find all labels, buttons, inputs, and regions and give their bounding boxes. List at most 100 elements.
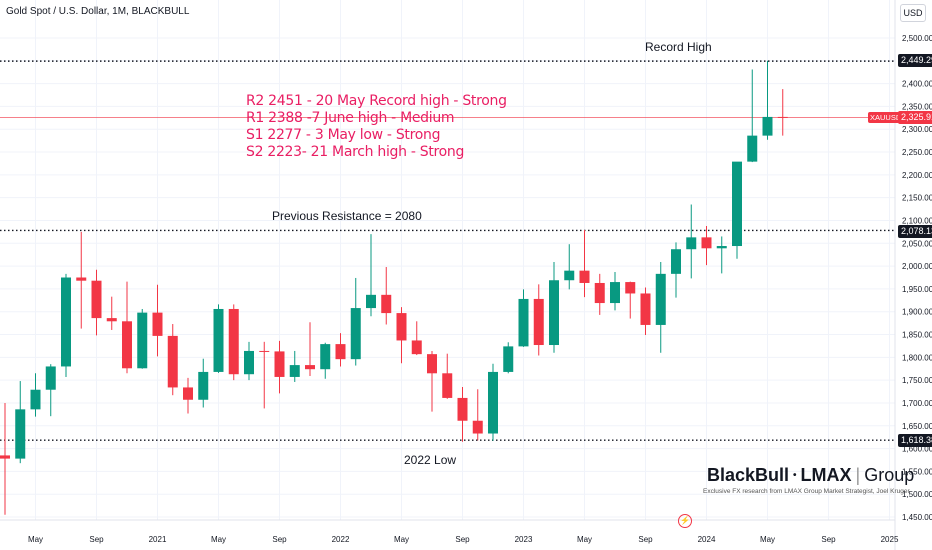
candle: [594, 273, 605, 315]
candle: [549, 261, 559, 353]
candle: [777, 89, 788, 136]
y-tick-label: 2,300.00: [902, 125, 932, 134]
candle: [122, 281, 132, 374]
candle: [671, 242, 681, 298]
candles: [0, 60, 788, 515]
x-tick-label: 2021: [149, 535, 167, 544]
candle-body: [732, 161, 742, 247]
candle-body: [228, 308, 239, 375]
candle-body: [45, 366, 56, 390]
y-tick-label: 1,950.00: [902, 285, 932, 294]
candle-body: [15, 409, 26, 459]
candle-body: [320, 344, 331, 370]
candle-body: [366, 294, 376, 309]
y-tick-label: 1,850.00: [902, 331, 932, 340]
candle-body: [350, 308, 361, 360]
candle: [137, 308, 148, 369]
candle-body: [488, 371, 498, 434]
top-line-price-label: 2,449.29: [898, 54, 932, 67]
candle: [716, 236, 727, 274]
candle: [183, 377, 193, 414]
candle-body: [503, 346, 514, 372]
candle-body: [396, 313, 407, 341]
y-tick-label: 1,800.00: [902, 353, 932, 362]
x-axis-ticks: May Sep 2021 May Sep 2022 May Sep 2023 May Sep 2024…: [28, 535, 899, 544]
candle: [30, 373, 41, 417]
x-tick-label: Sep: [272, 535, 287, 544]
candle-body: [716, 246, 727, 249]
y-tick-label: 2,000.00: [902, 262, 932, 271]
candle: [228, 304, 239, 381]
candle: [732, 161, 742, 259]
candle: [610, 272, 620, 311]
candle-body: [518, 298, 529, 347]
brand-name-right: Group: [864, 465, 915, 485]
candle: [259, 341, 270, 409]
candle: [305, 322, 315, 377]
candle: [167, 324, 178, 396]
y-tick-label: 1,750.00: [902, 376, 932, 385]
x-tick-label: May: [577, 535, 592, 544]
candle-body: [152, 312, 163, 336]
record-high-label: Record High: [645, 40, 712, 54]
candle-body: [777, 116, 788, 118]
candle-body: [579, 270, 590, 283]
x-tick-label: May: [394, 535, 409, 544]
candle-body: [549, 280, 559, 346]
low-2022-label: 2022 Low: [404, 453, 457, 467]
candle-body: [289, 365, 300, 377]
x-tick-label: Sep: [638, 535, 653, 544]
brand-divider: |: [855, 465, 861, 485]
y-tick-label: 2,050.00: [902, 239, 932, 248]
candle-body: [167, 335, 178, 388]
candle-body: [0, 455, 10, 459]
candle: [564, 244, 575, 290]
y-tick-label: 1,900.00: [902, 308, 932, 317]
candle: [472, 389, 483, 441]
candle: [106, 296, 117, 330]
x-tick-label: 2022: [332, 535, 350, 544]
candle-body: [381, 294, 392, 314]
y-tick-label: 2,200.00: [902, 171, 932, 180]
candle-body: [610, 282, 620, 304]
candle: [15, 381, 26, 464]
resistance-line-price-label: 2,078.13: [898, 225, 932, 238]
candle: [91, 269, 102, 336]
x-tick-label: May: [28, 535, 43, 544]
candle-body: [335, 344, 346, 360]
candle: [366, 234, 376, 317]
y-tick-label: 1,650.00: [902, 422, 932, 431]
candle: [61, 273, 71, 377]
candle-body: [472, 420, 483, 434]
candle: [244, 341, 254, 381]
candle: [396, 307, 407, 364]
y-tick-label: 2,250.00: [902, 148, 932, 157]
candle: [457, 386, 468, 442]
y-tick-label: 1,600.00: [902, 445, 932, 454]
candle: [579, 230, 590, 298]
candle: [76, 231, 87, 329]
candle-body: [259, 350, 270, 352]
brand-logo: BlackBull • LMAX | Group Exclusive FX re…: [703, 465, 914, 495]
chart-grid: [0, 0, 895, 520]
candle-body: [183, 387, 193, 400]
candle-body: [122, 321, 132, 369]
candle-body: [76, 277, 87, 281]
candle-body: [198, 371, 209, 400]
candle-body: [747, 135, 758, 162]
candle-body: [274, 351, 285, 377]
candle: [625, 281, 636, 319]
x-tick-label: Sep: [821, 535, 836, 544]
candle: [213, 304, 224, 373]
currency-button[interactable]: USD: [900, 4, 926, 22]
x-tick-label: 2024: [698, 535, 716, 544]
y-tick-label: 2,400.00: [902, 80, 932, 89]
y-tick-label: 2,500.00: [902, 34, 932, 43]
candle: [533, 284, 544, 356]
candle-body: [701, 237, 712, 249]
y-tick-label: 1,550.00: [902, 467, 932, 476]
lightning-icon[interactable]: ⚡: [678, 514, 692, 528]
horizontal-lines: [0, 60, 895, 441]
candle-body: [655, 273, 666, 325]
